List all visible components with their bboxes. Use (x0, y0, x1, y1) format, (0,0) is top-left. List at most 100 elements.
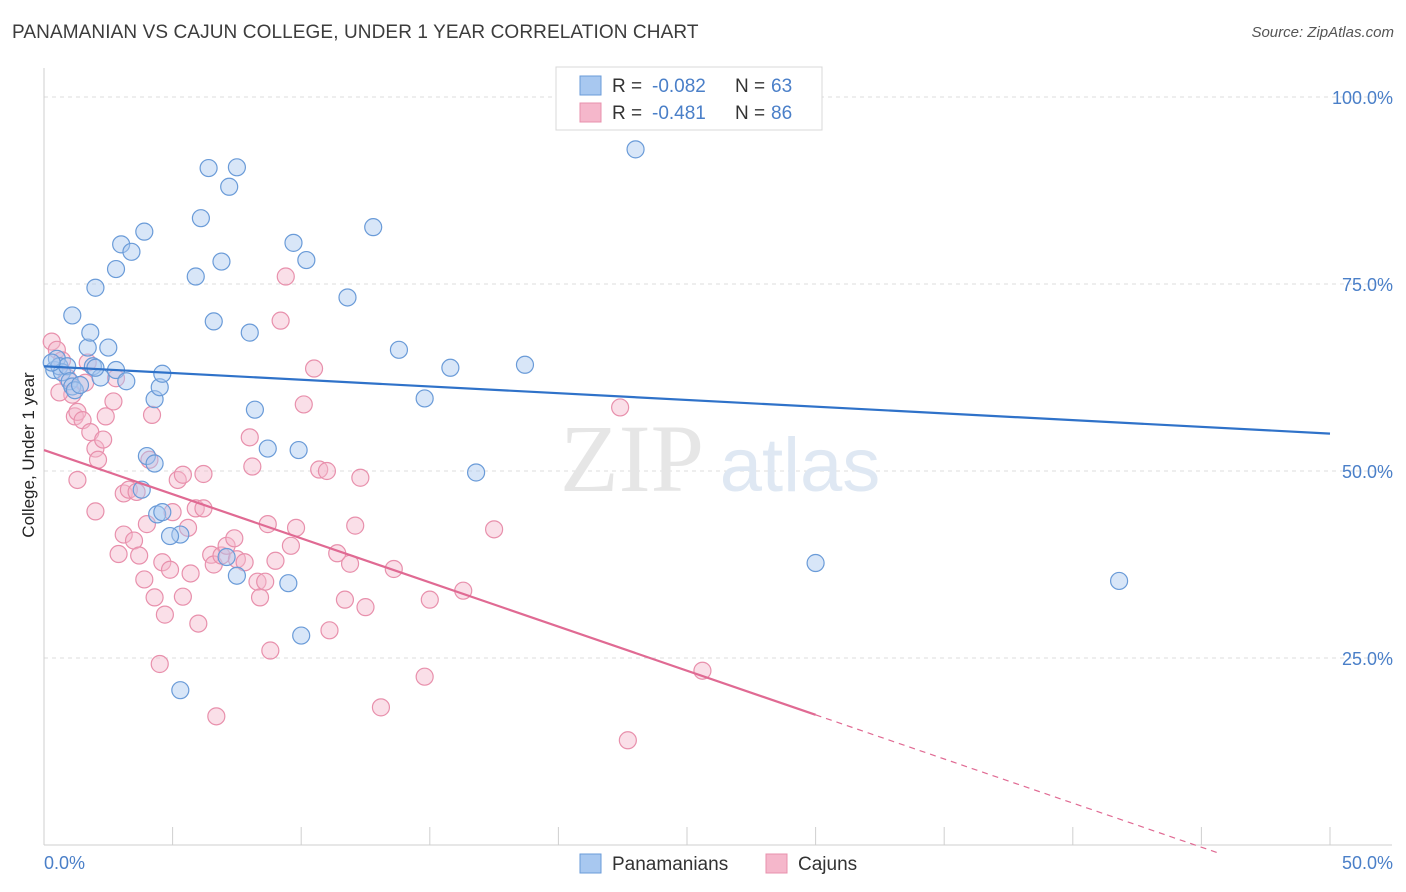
cajun-point-27 (150, 654, 169, 674)
source-label: Source: ZipAtlas.com (1251, 24, 1394, 41)
chart-title: PANAMANIAN VS CAJUN COLLEGE, UNDER 1 YEA… (12, 22, 699, 43)
cajun-point-49 (243, 457, 262, 476)
bottom-swatch-cajuns (765, 853, 788, 874)
cajun-point-25 (142, 405, 162, 424)
panamanian-point-30 (186, 267, 205, 286)
cajun-point-26 (145, 588, 164, 607)
panamanian-point-34 (212, 252, 231, 271)
panamanian-point-54 (626, 140, 645, 159)
y-tick-labels: 100.0% 75.0% 50.0% 25.0% (1332, 88, 1393, 669)
cajun-point-66 (335, 590, 355, 609)
panamanian-point-45 (289, 440, 308, 460)
cajun-point-15 (104, 392, 123, 411)
panamanian-point-21 (137, 446, 156, 466)
panamanian-point-36 (227, 158, 246, 177)
cajun-point-64 (320, 621, 339, 640)
cajun-point-48 (240, 428, 259, 447)
panamanian-point-16 (106, 259, 126, 279)
legend-swatch-cajuns (579, 102, 602, 123)
cajun-point-34 (173, 587, 192, 606)
panamanian-point-19 (122, 242, 141, 261)
legend-n-label-1: N = (735, 76, 765, 97)
y-tick-label-0: 100.0% (1332, 88, 1393, 108)
cajun-point-31 (163, 503, 182, 522)
cajun-point-32 (168, 470, 187, 490)
cajun-point-77 (611, 398, 630, 417)
cajun-point-36 (181, 564, 200, 583)
cajun-point-70 (356, 598, 375, 617)
panamanians-points (42, 86, 1129, 700)
y-tick-label-1: 75.0% (1342, 275, 1393, 295)
panamanian-point-41 (258, 439, 277, 458)
cajun-point-78 (618, 731, 637, 750)
cajun-point-62 (310, 460, 329, 479)
panamanian-point-18 (86, 278, 105, 297)
cajun-point-58 (281, 536, 301, 555)
cajun-point-63 (317, 461, 337, 481)
legend-r-value-2: -0.481 (652, 103, 706, 124)
cajuns-trend-line (43, 449, 816, 716)
cajun-point-83 (68, 470, 87, 490)
panamanian-point-44 (292, 626, 311, 645)
panamanian-point-32 (199, 158, 218, 178)
bottom-legend-cajuns: Cajuns (798, 854, 857, 875)
cajun-point-60 (294, 395, 313, 414)
cajun-point-68 (346, 516, 365, 535)
panamanian-point-48 (364, 218, 383, 237)
cajun-point-28 (153, 553, 172, 572)
cajun-point-74 (420, 590, 439, 609)
panamanian-point-62 (42, 353, 61, 372)
watermark-zip: ZIP (560, 405, 704, 512)
cajun-point-38 (189, 614, 208, 633)
y-tick-label-3: 25.0% (1342, 649, 1393, 669)
legend-r-value-1: -0.082 (652, 76, 706, 97)
panamanian-point-43 (284, 233, 303, 252)
cajun-point-73 (415, 667, 434, 686)
panamanian-point-10 (81, 323, 100, 342)
panamanian-point-7 (65, 381, 84, 400)
cajun-point-54 (261, 641, 280, 660)
cajun-point-76 (485, 520, 504, 539)
cajun-point-81 (109, 544, 128, 564)
panamanian-point-25 (150, 378, 169, 397)
cajun-point-21 (130, 546, 149, 565)
stats-legend: R = -0.082 N = 63 R = -0.481 N = 86 (555, 66, 823, 131)
trend-lines (43, 365, 1331, 854)
cajun-point-14 (96, 407, 115, 426)
panamanian-point-9 (78, 338, 97, 357)
legend-n-value-1: 63 (771, 76, 792, 97)
legend-r-label-2: R = (612, 103, 642, 124)
x-tick-label-1: 50.0% (1342, 853, 1393, 873)
panamanian-point-39 (240, 323, 259, 342)
panamanian-point-50 (415, 389, 434, 408)
legend-swatch-panamanians (579, 75, 602, 96)
cajuns-points (42, 267, 712, 750)
panamanian-point-56 (806, 553, 825, 573)
cajun-point-52 (256, 572, 275, 591)
x-tick-labels: 0.0% 50.0% (44, 853, 1393, 873)
panamanian-point-33 (204, 312, 223, 331)
cajun-point-39 (194, 464, 213, 484)
cajun-point-55 (266, 551, 285, 570)
cajun-point-42 (207, 707, 226, 726)
cajun-point-18 (114, 525, 133, 544)
panamanian-point-37 (217, 547, 236, 567)
watermark-atlas: atlas (720, 423, 881, 508)
legend-n-value-2: 86 (771, 103, 792, 124)
panamanian-point-29 (160, 526, 180, 546)
x-tick-label-0: 0.0% (44, 853, 85, 873)
cajun-point-35 (178, 518, 198, 537)
cajun-point-29 (155, 605, 174, 624)
y-tick-label-2: 50.0% (1342, 462, 1393, 482)
panamanian-point-20 (135, 222, 154, 241)
legend-r-label-1: R = (612, 76, 642, 97)
panamanian-point-24 (145, 390, 164, 409)
panamanian-point-40 (245, 400, 265, 419)
cajun-point-50 (248, 572, 267, 591)
panamanian-point-52 (466, 463, 486, 482)
panamanian-point-58 (171, 681, 190, 700)
cajun-point-51 (250, 588, 270, 607)
panamanian-point-38 (227, 566, 246, 585)
legend-n-label-2: N = (735, 103, 765, 124)
